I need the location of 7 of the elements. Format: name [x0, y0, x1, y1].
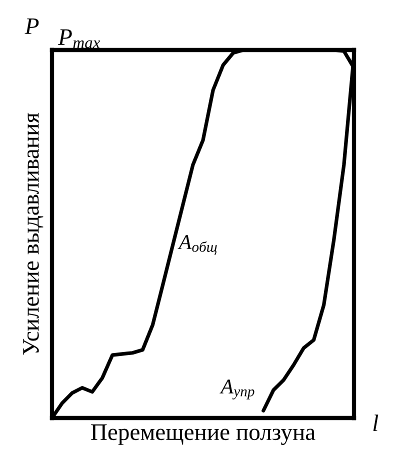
text: P$_{max}$	[58, 29, 100, 48]
series-label: A$_{упр}$	[220, 380, 254, 400]
series-label: A$_{общ}$	[178, 235, 217, 255]
x-axis-title: Перемещение ползуна	[91, 424, 316, 445]
text: P	[24, 18, 39, 34]
text: l	[373, 414, 378, 432]
y-axis-title: Усиление выдавливания	[23, 112, 44, 355]
